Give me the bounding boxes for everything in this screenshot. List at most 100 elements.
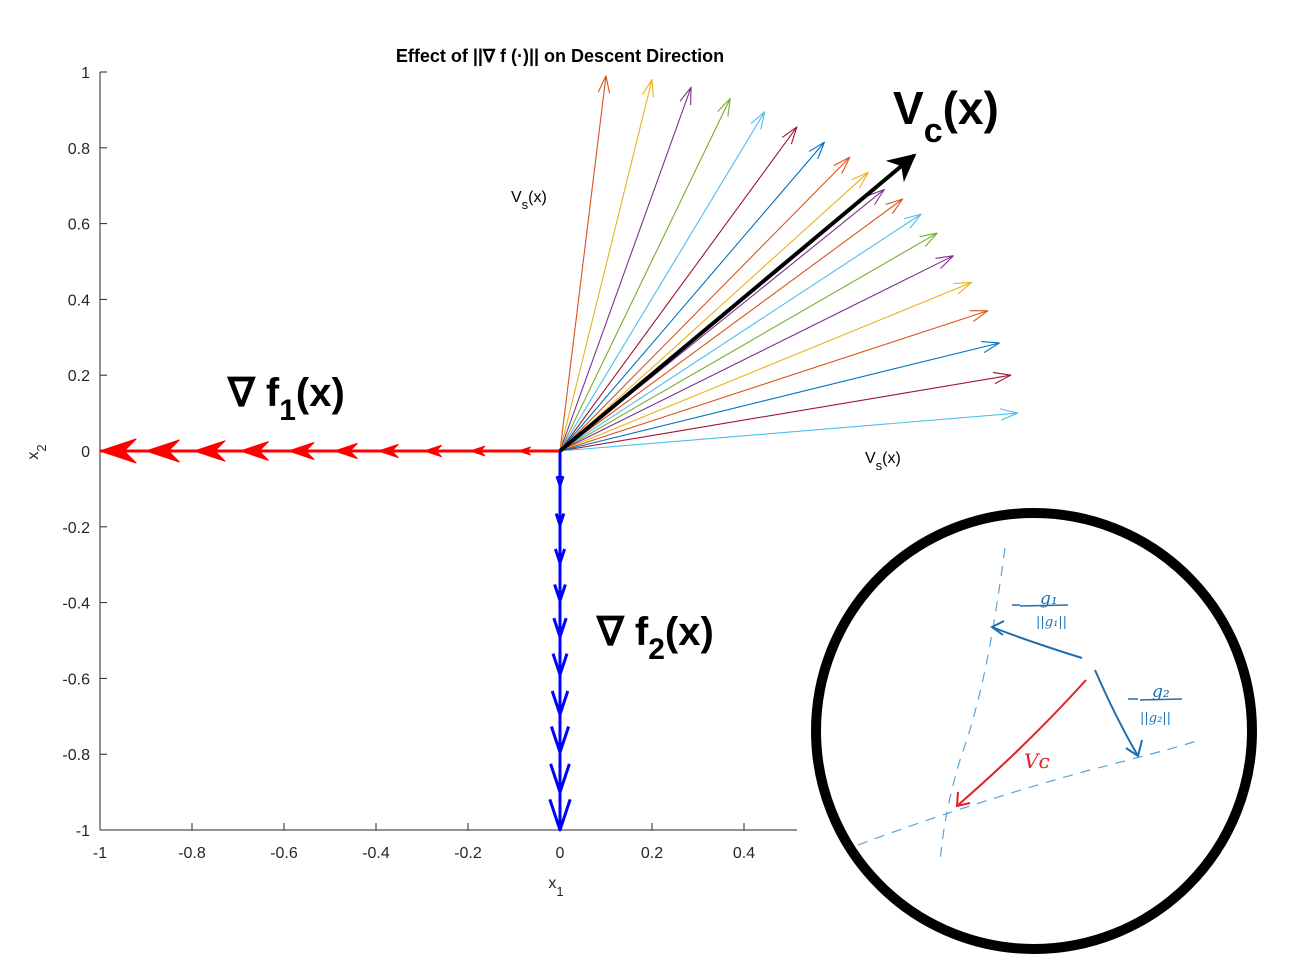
vs-arrow-head — [867, 188, 885, 205]
x-tick-label: -0.6 — [270, 845, 298, 862]
inset-g1-arrow — [991, 626, 1083, 659]
inset-g2-arrow — [1094, 669, 1139, 757]
vs-arrow-head — [717, 97, 731, 117]
vs-arrow-shaft — [559, 172, 869, 452]
vs-arrow-shaft — [559, 126, 798, 452]
grad-f2-arrow-head — [548, 798, 572, 832]
annotation-vs-right: Vs(x) — [865, 450, 901, 473]
inset-g1-numerator: g₁ — [1040, 589, 1058, 609]
annotation-grad-f2: ∇ f2(x) — [595, 610, 714, 666]
vs-arrow-shaft — [559, 374, 1011, 452]
vs-arrow-shaft — [559, 255, 954, 452]
vs-arrow-shaft — [559, 281, 972, 452]
vs-arrow-shaft — [559, 156, 851, 452]
x-axis-label: x1 — [548, 875, 563, 899]
vs-arrow-shaft — [559, 98, 731, 452]
vs-arrow-shaft — [559, 111, 766, 452]
annotation-vs-right-tail: (x) — [882, 450, 901, 467]
vs-arrow-shaft — [559, 310, 988, 452]
annotation-grad-f2-tail: (x) — [665, 610, 714, 654]
y-tick-label: -1 — [76, 823, 90, 840]
vs-arrow-head — [750, 111, 766, 130]
vs-arrow-head — [833, 156, 851, 174]
x-axis-label-sub: 1 — [556, 884, 563, 899]
annotation-vs-top: Vs(x) — [511, 189, 547, 212]
annotation-grad-f2-base: ∇ f — [595, 610, 649, 654]
y-tick-label: -0.2 — [62, 520, 90, 537]
vs-arrow-head — [851, 171, 869, 189]
x-tick-label: -1 — [93, 845, 107, 862]
vs-arrow-head — [903, 213, 922, 229]
annotation-grad-f2-sub: 2 — [648, 633, 665, 666]
annotation-grad-f1: ∇ f1(x) — [226, 371, 345, 427]
inset-ring — [811, 508, 1257, 954]
vs-arrow-head — [969, 310, 989, 322]
vs-arrow-head — [992, 371, 1012, 385]
annotation-vs-top-sub: s — [522, 197, 529, 212]
vs-arrow-shaft — [559, 213, 922, 452]
vs-arrow-head — [808, 141, 826, 159]
inset-g2-arrowhead — [1125, 739, 1143, 758]
inset-sketch: g₁ ||g₁|| g₂ ||g₂|| Vᴄ — [811, 508, 1257, 954]
x-ticks: -1 -0.8 -0.6 -0.4 -0.2 0 0.2 0.4 — [93, 823, 755, 862]
inset-vc-arrow — [956, 679, 1087, 807]
annotation-grad-f1-sub: 1 — [279, 394, 296, 427]
vs-arrow-head — [781, 126, 798, 145]
x-tick-label: -0.4 — [362, 845, 390, 862]
vs-arrow-head — [953, 281, 973, 295]
vs-arrows — [559, 75, 1019, 452]
y-axis-label: x2 — [25, 444, 49, 459]
vs-arrow-shaft — [559, 412, 1018, 452]
vs-arrow-head — [679, 86, 692, 106]
vs-arrow-head — [919, 232, 938, 247]
annotation-vs-top-tail: (x) — [528, 189, 547, 206]
annotation-grad-f1-tail: (x) — [296, 371, 345, 415]
inset-g1-fraction-bar — [1019, 604, 1069, 607]
inset-vc-label: Vᴄ — [1024, 749, 1050, 773]
inset-g2-numerator: g₂ — [1152, 682, 1170, 702]
inset-g2-denominator: ||g₂|| — [1140, 711, 1171, 726]
y-axis-label-sub: 2 — [34, 444, 49, 451]
annotation-vc-sub: c — [924, 112, 943, 150]
annotation-vs-right-base: V — [865, 450, 876, 467]
vs-arrow-shaft — [559, 75, 607, 452]
x-tick-label: 0.4 — [733, 845, 755, 862]
y-tick-label: 0.6 — [68, 217, 90, 234]
y-tick-label: 0.4 — [68, 292, 90, 309]
annotation-vc-base: V — [893, 82, 924, 134]
vs-arrow-shaft — [559, 342, 1000, 452]
inset-dashed-line-bottom — [857, 739, 1201, 846]
inset-vc-arrowhead — [955, 791, 971, 808]
y-tick-label: 0.8 — [68, 141, 90, 158]
annotation-vs-top-base: V — [511, 189, 522, 206]
vs-arrow-shaft — [559, 79, 653, 452]
vc-arrow — [558, 153, 917, 453]
vs-arrow-head — [641, 79, 654, 98]
y-axis-label-main: x — [25, 452, 42, 460]
x-axis-label-main: x — [548, 875, 556, 892]
inset-g1-arrowhead — [990, 620, 1005, 636]
y-tick-label: -0.6 — [62, 671, 90, 688]
annotation-vc-tail: (x) — [943, 82, 999, 134]
vs-arrow-head — [935, 255, 954, 269]
vs-arrow-shaft — [559, 86, 692, 452]
annotation-grad-f1-base: ∇ f — [226, 371, 280, 415]
y-tick-label: 0.2 — [68, 368, 90, 385]
y-tick-label: -0.4 — [62, 596, 90, 613]
vs-arrow-shaft — [559, 141, 825, 452]
vs-arrow-shaft — [559, 198, 904, 452]
grad-f1-arrow-head — [98, 438, 137, 464]
annotation-vc: Vc(x) — [893, 82, 999, 150]
gradient-f1-arrows — [98, 438, 560, 464]
vs-arrow-head — [885, 198, 904, 214]
y-tick-label: -0.8 — [62, 747, 90, 764]
x-tick-label: -0.8 — [178, 845, 206, 862]
vs-arrow-head — [981, 341, 1000, 354]
inset-g1-denominator: ||g₁|| — [1036, 615, 1067, 630]
y-tick-label: 1 — [81, 65, 90, 82]
inset-g2-fraction-bar — [1139, 698, 1183, 701]
vc-arrow-layer — [558, 153, 917, 453]
x-tick-label: 0.2 — [641, 845, 663, 862]
vs-arrow-head — [597, 75, 611, 94]
